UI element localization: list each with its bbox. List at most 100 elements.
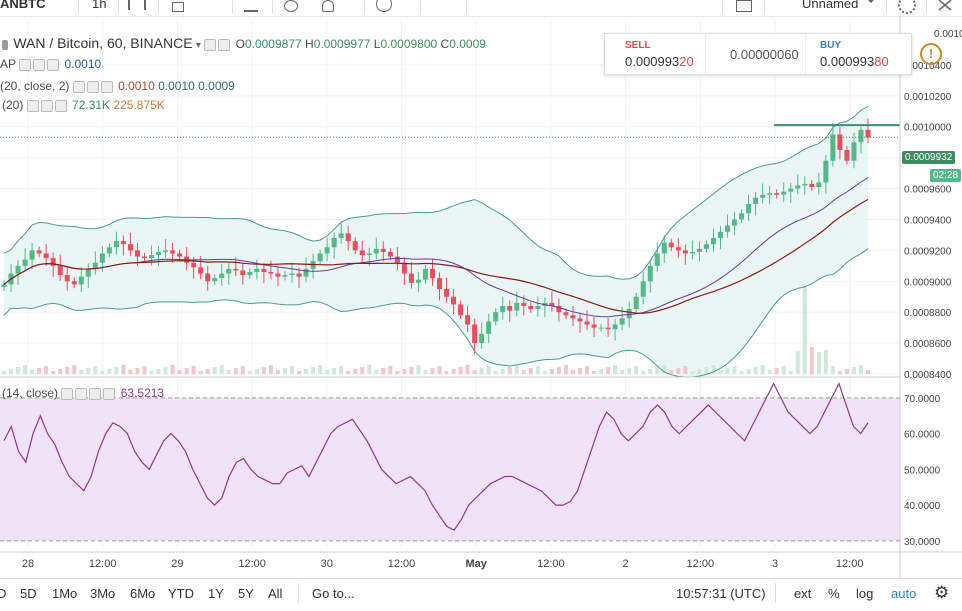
layout-name-button[interactable]: Unnamed	[802, 0, 859, 11]
collapse-legend-icon[interactable]	[2, 39, 8, 50]
clock-timezone[interactable]: 10:57:31 (UTC)	[676, 586, 766, 601]
candle	[331, 232, 337, 259]
settings-icon[interactable]	[33, 58, 46, 71]
volume-bar	[156, 369, 161, 374]
candle	[233, 257, 239, 277]
candle	[408, 262, 414, 289]
range-ytd[interactable]: YTD	[168, 586, 194, 601]
bar-countdown-tag: 02:28	[930, 169, 962, 182]
volume-bar	[690, 371, 695, 374]
visibility-icon[interactable]	[204, 38, 217, 51]
range-1d[interactable]: D	[0, 586, 7, 601]
candle	[29, 242, 35, 270]
close-icon[interactable]	[47, 58, 60, 71]
symbol-search-field[interactable]: ANBTC	[0, 0, 46, 11]
vwap-legend: AP 0.0010	[0, 57, 101, 71]
candle	[317, 249, 323, 266]
volume-bar	[514, 365, 519, 374]
visibility-icon[interactable]	[61, 387, 74, 400]
auto-scale-toggle[interactable]: auto	[891, 586, 917, 601]
close-icon[interactable]	[100, 80, 113, 93]
interval-button[interactable]: 1h	[92, 0, 107, 11]
candle-body	[134, 250, 140, 257]
candle-body	[156, 251, 162, 255]
volume-bar	[107, 369, 112, 374]
range-5y[interactable]: 5Y	[238, 586, 254, 601]
candle	[64, 267, 70, 291]
visibility-icon[interactable]	[19, 58, 32, 71]
volume-bar	[100, 371, 105, 374]
ext-hours-toggle[interactable]: ext	[794, 586, 812, 601]
buy-button[interactable]: BUY 0.00099380	[805, 34, 912, 74]
trade-widget: SELL 0.00099320 0.00000060 BUY 0.0009938…	[604, 33, 912, 75]
sell-button[interactable]: SELL 0.00099320	[605, 34, 706, 74]
close-label: C	[440, 37, 450, 51]
bb-params: (20, close, 2)	[0, 79, 70, 93]
goto-date-button[interactable]: Go to...	[312, 586, 355, 601]
close-icon[interactable]	[54, 99, 67, 112]
candle	[732, 211, 738, 236]
candle-body	[570, 315, 576, 319]
ideas-bulb-icon[interactable]	[322, 0, 334, 12]
candle	[795, 174, 801, 195]
candle-body	[247, 272, 253, 276]
indicators-icon[interactable]	[244, 2, 258, 12]
candle	[120, 235, 126, 256]
volume-bar	[500, 369, 505, 374]
volume-bar	[65, 367, 70, 374]
candle-body	[577, 318, 583, 322]
more-icon[interactable]	[103, 387, 116, 400]
info-icon[interactable]: !	[920, 43, 942, 65]
add-alert-icon[interactable]	[284, 0, 298, 12]
fullscreen-icon[interactable]	[938, 0, 952, 11]
replay-play-icon[interactable]	[376, 0, 392, 12]
gear-icon[interactable]	[898, 0, 916, 14]
range-5d[interactable]: 5D	[20, 586, 37, 601]
candle	[647, 260, 653, 293]
candles-style-icon[interactable]	[128, 0, 146, 10]
volume-bar	[458, 367, 463, 374]
candle	[458, 300, 464, 320]
range-all[interactable]: All	[268, 586, 283, 601]
volume-bar	[535, 366, 540, 374]
chevron-down-icon[interactable]: ▾	[195, 40, 201, 51]
range-6mo[interactable]: 6Mo	[130, 586, 156, 601]
volume-bar	[23, 365, 28, 374]
candle	[254, 259, 260, 280]
settings-icon[interactable]	[40, 99, 53, 112]
chevron-down-icon[interactable]	[866, 0, 876, 3]
candle-body	[261, 268, 267, 272]
range-1mo[interactable]: 1Mo	[52, 586, 78, 601]
visibility-icon[interactable]	[72, 80, 85, 93]
price-chart[interactable]: 0.0010400 0.0010200 0.0010000 0.0009800 0.00…	[0, 0, 962, 578]
candle-body	[767, 193, 773, 195]
candle-body	[584, 321, 590, 325]
close-icon[interactable]	[89, 387, 102, 400]
volume-bar	[711, 365, 716, 374]
candle-body	[500, 306, 506, 313]
gear-icon[interactable]: ⚙	[934, 583, 950, 602]
candle-body	[647, 265, 653, 282]
save-layout-icon[interactable]	[736, 0, 752, 12]
candle-body	[739, 213, 745, 220]
log-scale-toggle[interactable]: log	[856, 586, 874, 601]
candle	[71, 277, 77, 289]
volume-bar	[634, 366, 639, 374]
candle-body	[1, 284, 7, 288]
percent-scale-toggle[interactable]: %	[828, 586, 840, 601]
candle-body	[205, 273, 211, 282]
range-1y[interactable]: 1Y	[208, 586, 224, 601]
candle	[781, 182, 787, 203]
compare-icon[interactable]	[172, 2, 184, 12]
settings-icon[interactable]	[218, 38, 231, 51]
candle	[437, 272, 443, 301]
candle-body	[113, 241, 119, 248]
candle-body	[640, 281, 646, 297]
settings-icon[interactable]	[86, 80, 99, 93]
candle	[219, 264, 225, 286]
price-axis-tick: 0.0008400	[904, 370, 952, 381]
settings-icon[interactable]	[75, 387, 88, 400]
volume-bar	[416, 365, 421, 374]
visibility-icon[interactable]	[26, 99, 39, 112]
range-3mo[interactable]: 3Mo	[90, 586, 116, 601]
